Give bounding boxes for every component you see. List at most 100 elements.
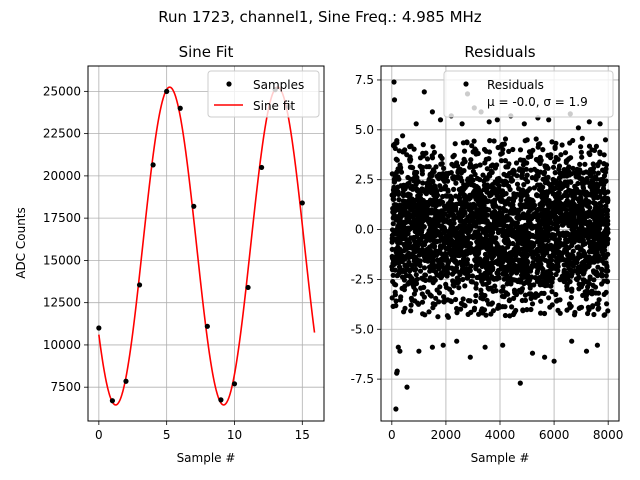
residual-point: [400, 149, 406, 155]
y-tick-label: -5.0: [351, 322, 374, 336]
residual-point: [549, 289, 555, 295]
residual-point: [420, 188, 426, 194]
residual-point: [451, 186, 457, 192]
residual-point: [555, 268, 561, 274]
residual-point: [559, 218, 565, 224]
residual-point: [590, 161, 596, 167]
residual-point: [502, 312, 508, 319]
residual-point: [409, 221, 415, 227]
residual-point: [571, 170, 577, 176]
sample-point: [191, 203, 197, 209]
residual-point: [530, 147, 536, 153]
y-tick-label: 2.5: [355, 173, 374, 187]
residual-point: [402, 305, 408, 311]
residual-point: [513, 224, 519, 230]
residual-point: [498, 151, 504, 157]
residual-point: [578, 221, 584, 227]
residual-point: [501, 238, 507, 244]
sample-point: [299, 200, 305, 206]
residual-point: [541, 279, 547, 285]
residual-point: [426, 264, 433, 270]
residual-point: [576, 251, 582, 257]
residual-outlier-point: [391, 97, 398, 103]
residual-point: [431, 220, 437, 226]
residual-point: [455, 249, 461, 255]
residual-point: [461, 168, 467, 174]
residual-point: [465, 298, 472, 304]
y-tick-label: 7.5: [355, 73, 374, 87]
residual-point: [580, 185, 587, 191]
residual-point: [492, 197, 498, 204]
residual-point: [399, 255, 405, 261]
residual-point: [438, 245, 444, 252]
residual-point: [552, 159, 558, 165]
sample-point: [177, 105, 183, 111]
residual-point: [465, 214, 471, 220]
residual-point: [519, 230, 525, 236]
residual-point: [512, 257, 518, 263]
residual-point: [398, 294, 404, 300]
residual-point: [486, 207, 492, 213]
residual-point: [413, 186, 420, 192]
residual-point: [401, 248, 407, 254]
residual-point: [595, 195, 601, 201]
residual-point: [541, 310, 548, 317]
residual-point: [568, 188, 574, 194]
residual-point: [578, 205, 584, 211]
residual-point: [542, 225, 549, 231]
residuals-points-layer: [389, 79, 611, 412]
residual-point: [601, 247, 607, 253]
residual-point: [565, 231, 571, 237]
residual-point: [499, 141, 505, 147]
residual-point: [462, 303, 468, 309]
residual-point: [593, 174, 599, 180]
residual-point: [581, 270, 587, 276]
residual-point: [475, 216, 481, 222]
residual-point: [528, 153, 534, 159]
residual-point: [424, 214, 430, 220]
residual-point: [477, 162, 483, 168]
residual-point: [456, 196, 462, 202]
residual-point: [421, 248, 427, 254]
residual-point: [439, 161, 445, 167]
residual-point: [601, 188, 607, 194]
residual-point: [584, 203, 591, 209]
residual-outlier-point: [394, 368, 400, 374]
residual-point: [524, 172, 530, 178]
residual-point: [537, 275, 543, 281]
residual-outlier-point: [437, 117, 444, 123]
residual-point: [555, 307, 561, 313]
residual-outlier-point: [429, 344, 435, 350]
residual-point: [446, 265, 452, 271]
residual-point: [507, 275, 513, 281]
residual-point: [559, 142, 565, 148]
residual-point: [496, 302, 502, 308]
residual-point: [570, 225, 577, 232]
residual-point: [399, 274, 406, 280]
residual-point: [592, 284, 599, 290]
residual-point: [477, 225, 483, 231]
residual-point: [407, 144, 413, 150]
residual-point: [499, 229, 505, 235]
sine-fit-panel: Sine Fit 0 5 10 15 7500 10000 12500 15000 17500…: [14, 43, 325, 465]
residual-point: [434, 173, 440, 179]
residual-point: [389, 255, 396, 261]
residual-point: [441, 299, 447, 305]
residual-point: [545, 152, 551, 158]
sine-fit-title: Sine Fit: [179, 43, 234, 61]
residual-point: [519, 237, 525, 243]
residual-point: [595, 257, 601, 263]
residual-point: [596, 297, 602, 303]
residual-point: [509, 177, 516, 184]
residual-point: [594, 251, 600, 257]
residual-outlier-point: [569, 338, 575, 344]
residual-point: [570, 165, 576, 171]
residual-point: [451, 152, 457, 158]
residual-point: [498, 222, 504, 228]
residual-point: [531, 282, 537, 288]
residual-point: [506, 241, 512, 247]
residual-point: [584, 179, 591, 185]
residual-point: [522, 292, 529, 298]
residual-point: [396, 176, 402, 182]
residual-point: [410, 165, 416, 171]
